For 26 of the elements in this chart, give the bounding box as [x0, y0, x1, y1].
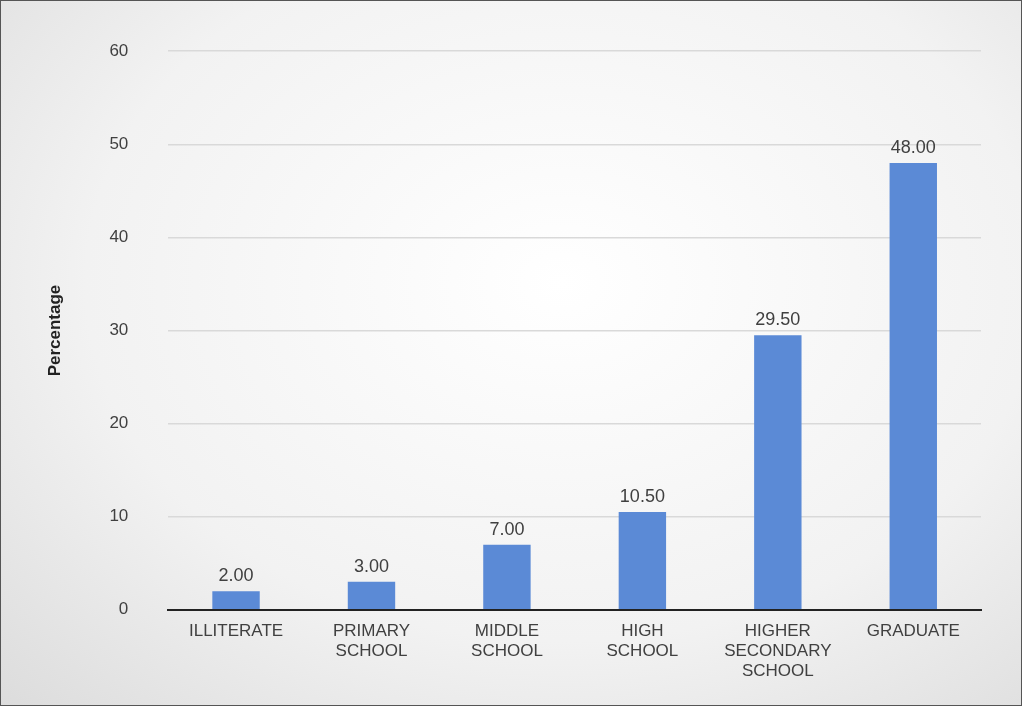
x-tick-label: GRADUATE: [866, 620, 960, 640]
data-label: 10.50: [619, 486, 665, 507]
x-tick-label: HIGH SCHOOL: [606, 620, 679, 661]
data-label: 48.00: [890, 136, 936, 157]
bar: [212, 591, 260, 610]
bar: [889, 162, 937, 610]
bar: [347, 581, 396, 610]
y-tick-label: 10: [109, 506, 129, 526]
data-label: 2.00: [218, 565, 254, 586]
bar: [618, 512, 667, 610]
y-tick-label: 30: [109, 320, 129, 340]
y-axis-title: Percentage: [44, 284, 64, 377]
data-label: 7.00: [489, 518, 525, 539]
y-tick-label: 40: [109, 227, 129, 247]
bar: [754, 335, 802, 610]
x-tick-label: MIDDLE SCHOOL: [471, 620, 543, 661]
data-label: 29.50: [755, 309, 801, 330]
y-tick-label: 50: [109, 133, 129, 153]
y-tick-label: 20: [109, 413, 129, 433]
x-tick-label: PRIMARY SCHOOL: [332, 620, 411, 661]
y-tick-label: 0: [118, 599, 129, 619]
data-label: 3.00: [353, 555, 390, 576]
y-tick-label: 60: [109, 40, 129, 60]
x-tick-label: ILLITERATE: [188, 620, 284, 640]
bar: [483, 544, 531, 610]
x-tick-label: HIGHER SECONDARY SCHOOL: [724, 620, 832, 681]
